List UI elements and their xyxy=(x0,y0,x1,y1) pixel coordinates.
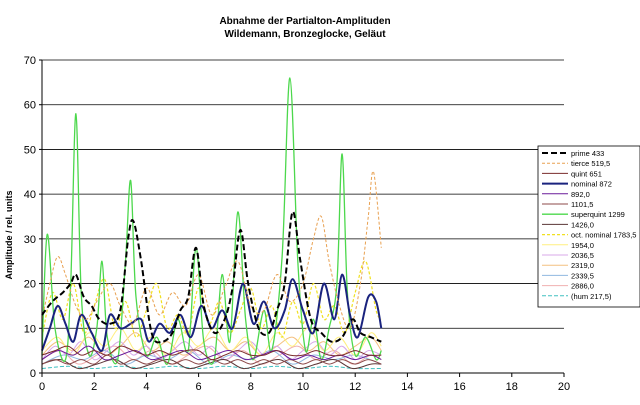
series-line-8 xyxy=(41,260,382,338)
legend-label: tierce 519,5 xyxy=(571,159,610,168)
x-tick-label: 18 xyxy=(506,381,518,393)
series-line-2 xyxy=(41,345,382,361)
legend-label: 2339,5 xyxy=(571,271,594,280)
legend-label: 1954,0 xyxy=(571,241,594,250)
series-line-10 xyxy=(41,341,382,361)
x-tick-label: 10 xyxy=(297,381,309,393)
legend-label: 1426,0 xyxy=(571,220,594,229)
x-tick-label: 14 xyxy=(401,381,413,393)
legend-label: (hum 217,5) xyxy=(571,292,612,301)
x-tick-label: 16 xyxy=(453,381,465,393)
y-tick-label: 20 xyxy=(24,279,36,291)
y-tick-label: 70 xyxy=(24,55,36,67)
legend-label: 2319,0 xyxy=(571,261,594,270)
series-line-6 xyxy=(41,77,382,365)
y-tick-label: 30 xyxy=(24,234,36,246)
x-tick-label: 4 xyxy=(143,381,149,393)
series-line-3 xyxy=(41,273,383,352)
chart-title: Abnahme der Partialton-Amplituden xyxy=(219,16,390,27)
legend-label: 1101,5 xyxy=(571,200,593,209)
legend-label: 892,0 xyxy=(571,190,590,199)
gridlines xyxy=(42,59,564,329)
series-line-0 xyxy=(41,210,382,344)
x-tick-label: 8 xyxy=(248,381,254,393)
series-group xyxy=(41,77,383,370)
legend-label: quint 651 xyxy=(571,169,602,178)
chart-subtitle: Wildemann, Bronzeglocke, Geläut xyxy=(224,29,386,40)
x-tick-label: 20 xyxy=(558,381,570,393)
y-tick-label: 40 xyxy=(24,189,36,201)
x-tick-label: 12 xyxy=(349,381,361,393)
series-line-9 xyxy=(41,327,382,356)
legend-label: nominal 872 xyxy=(571,180,612,189)
axes: 0 10 20 30 40 50 60 70 0 2 4 6 8 10 12 14 16 18 20 xyxy=(24,55,570,393)
y-tick-label: 0 xyxy=(30,368,36,380)
series-line-14 xyxy=(41,365,382,370)
x-tick-label: 0 xyxy=(39,381,45,393)
y-tick-label: 10 xyxy=(24,323,36,335)
series-line-4 xyxy=(41,345,382,361)
legend-label: 2036,5 xyxy=(571,251,594,260)
y-tick-label: 50 xyxy=(24,144,36,156)
y-tick-label: 60 xyxy=(24,100,36,112)
series-line-1 xyxy=(41,170,382,330)
x-tick-label: 6 xyxy=(196,381,202,393)
legend-label: 2886,0 xyxy=(571,282,594,291)
y-axis-label: Amplitude / rel. units xyxy=(4,190,14,279)
legend-box xyxy=(537,145,640,308)
x-tick-label: 2 xyxy=(91,381,97,393)
legend-label: oct. nominal 1783,5 xyxy=(571,231,636,240)
legend-label: prime 433 xyxy=(571,149,604,158)
legend-label: superquint 1299 xyxy=(571,210,625,219)
